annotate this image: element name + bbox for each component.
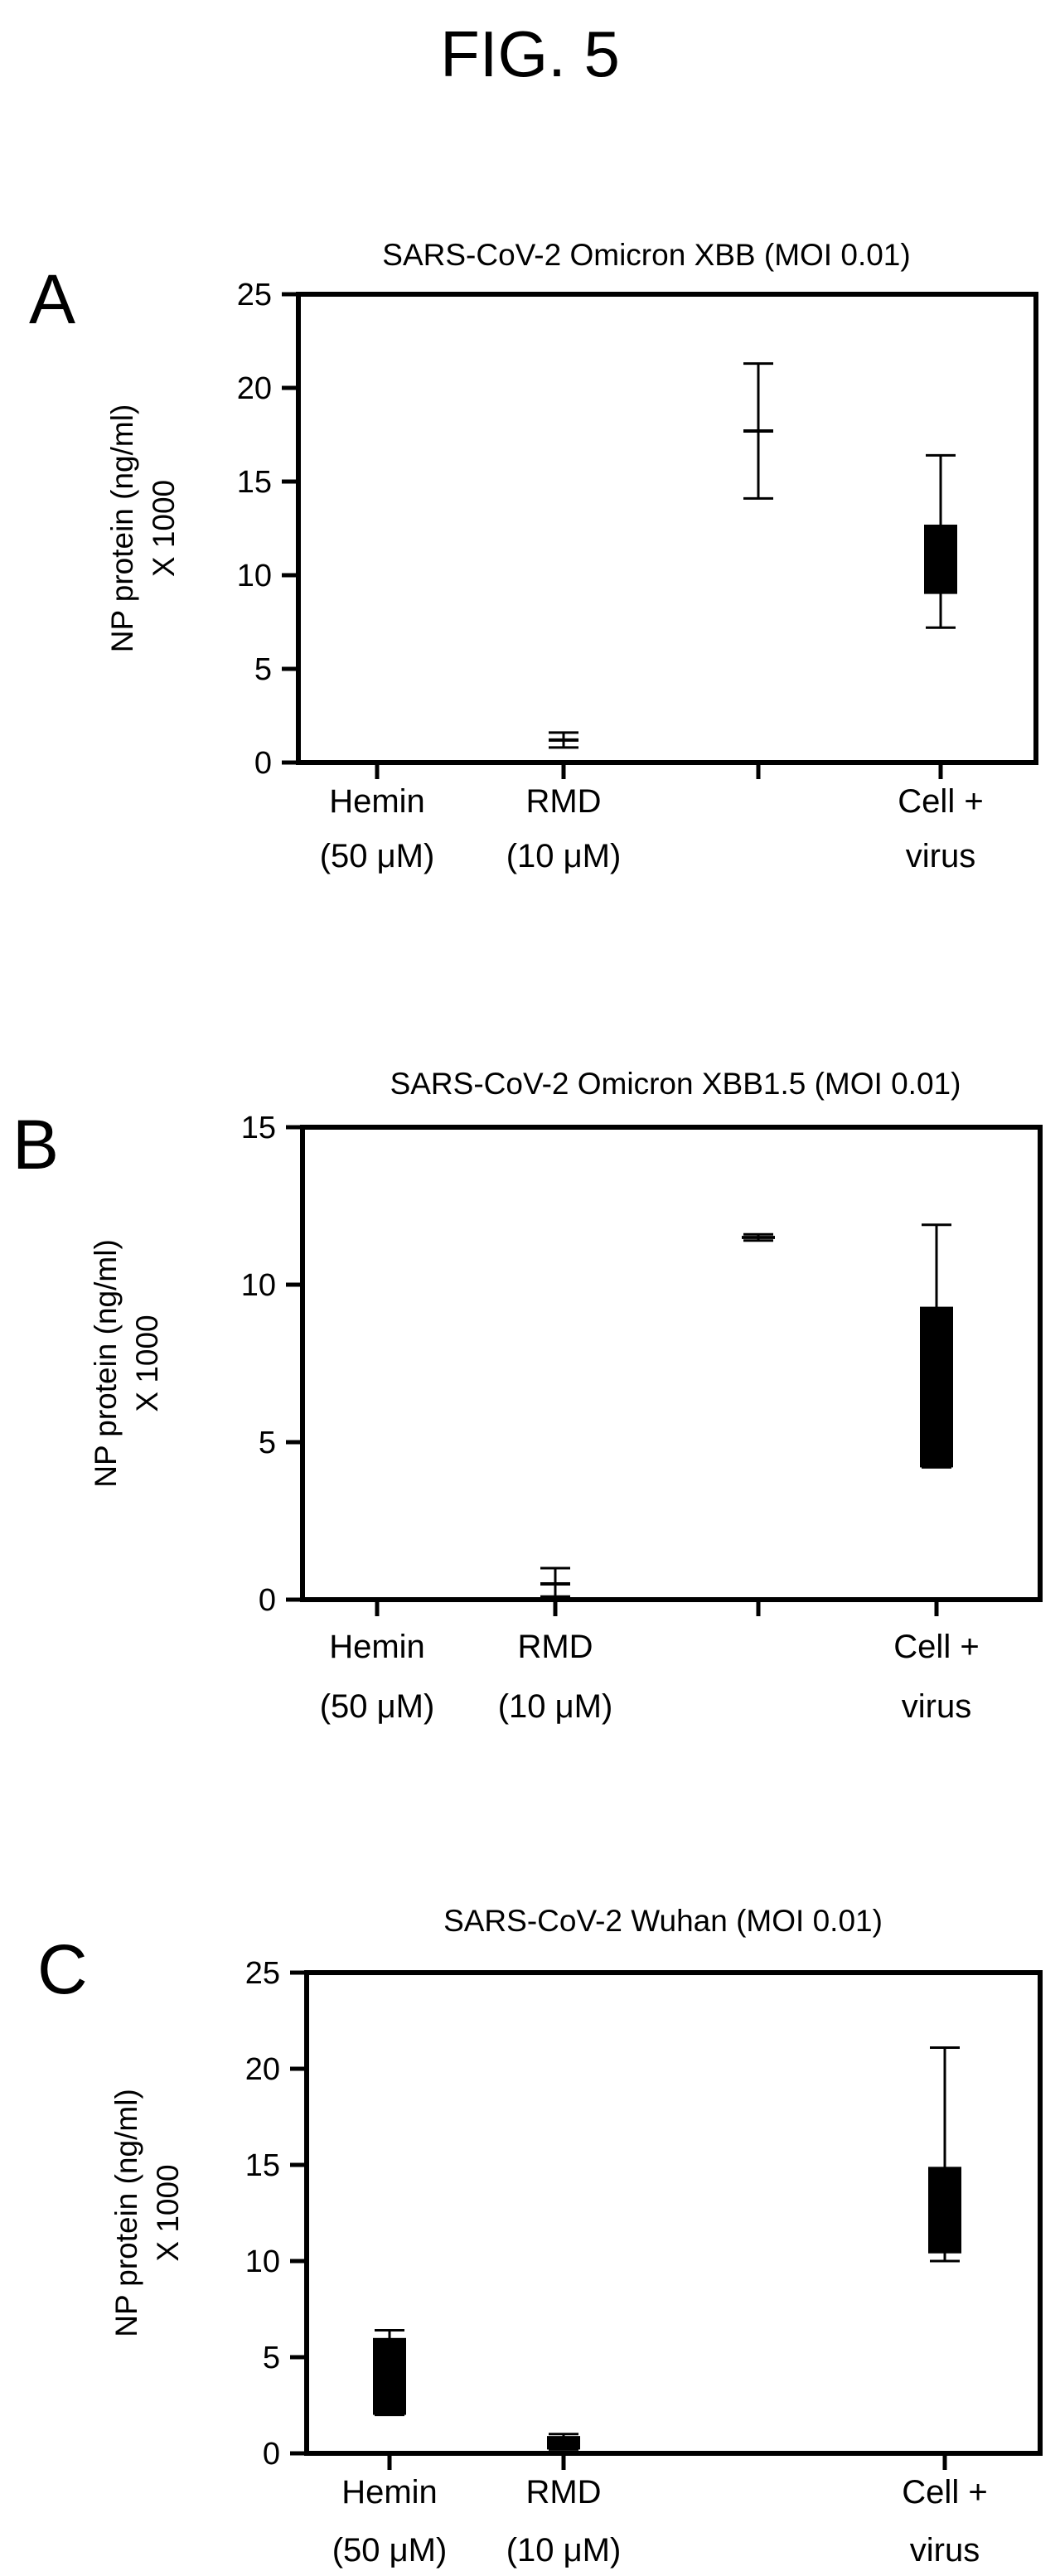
panel-a-y-tick-label: 10 bbox=[237, 559, 272, 593]
panel-c-box bbox=[373, 2337, 406, 2415]
panel-c-title: SARS-CoV-2 Wuhan (MOI 0.01) bbox=[443, 1904, 883, 1938]
panel-c-x-tick-label: Hemin bbox=[341, 2474, 438, 2511]
panel-b-plot-frame bbox=[300, 1125, 1043, 1602]
panel-a-letter: A bbox=[29, 260, 75, 338]
panel-b-letter: B bbox=[12, 1106, 59, 1184]
panel-c-chart: C SARS-CoV-2 Wuhan (MOI 0.01) 0 5 10 15 20 25 NP… bbox=[37, 1904, 1043, 2569]
panel-c-x-tick-label: virus bbox=[910, 2532, 980, 2569]
panel-b-x-tick-label: (10 μM) bbox=[498, 1688, 613, 1725]
panel-a-x-tick-label: RMD bbox=[525, 783, 601, 820]
panel-a-y-tick-label: 15 bbox=[237, 465, 272, 500]
panel-a-y-tick-label: 20 bbox=[237, 371, 272, 406]
panel-c-x-tick-label: Cell + bbox=[902, 2474, 987, 2511]
panel-b-x-tick-label: Hemin bbox=[329, 1629, 425, 1665]
panel-b-y-tick-label: 15 bbox=[241, 1111, 276, 1145]
panel-c-y-tick-label: 10 bbox=[245, 2244, 280, 2279]
panel-b-y-axis-label-line: NP protein (ng/ml) bbox=[89, 1239, 123, 1488]
panel-c-plot-frame bbox=[304, 1970, 1043, 2456]
panel-c-y-axis-label-line: X 1000 bbox=[151, 2164, 185, 2261]
panel-c-x-tick-label: (50 μM) bbox=[332, 2532, 448, 2569]
panel-c-y-tick-label: 0 bbox=[263, 2437, 280, 2472]
panel-b-y-tick-label: 5 bbox=[259, 1426, 276, 1460]
panel-b-y-tick-label: 10 bbox=[241, 1268, 276, 1303]
panel-c-box bbox=[928, 2167, 961, 2254]
panel-c-y-axis-label-line: NP protein (ng/ml) bbox=[109, 2089, 143, 2337]
panel-c-y-tick-label: 15 bbox=[245, 2148, 280, 2183]
panel-a-y-axis-label: NP protein (ng/ml) X 1000 bbox=[105, 404, 181, 653]
panel-c-x-tick-label: (10 μM) bbox=[506, 2532, 622, 2569]
panel-b-box bbox=[920, 1306, 953, 1468]
panel-c-box bbox=[547, 2436, 580, 2450]
panel-c-x-tick-label: RMD bbox=[525, 2474, 601, 2511]
panel-a-plot-frame bbox=[296, 292, 1038, 765]
panel-b-y-tick-label: 0 bbox=[259, 1583, 276, 1618]
panel-b-box bbox=[742, 1236, 775, 1239]
panel-b-chart: B SARS-CoV-2 Omicron XBB1.5 (MOI 0.01) 0 5 1… bbox=[12, 1067, 1043, 1725]
panel-c-y-tick-label: 25 bbox=[245, 1956, 280, 1991]
panel-a-y-tick-label: 25 bbox=[237, 278, 272, 312]
panel-a-title: SARS-CoV-2 Omicron XBB (MOI 0.01) bbox=[382, 238, 910, 272]
panel-b-x-tick-label: RMD bbox=[517, 1629, 593, 1665]
panel-b-y-axis-label-line: X 1000 bbox=[130, 1315, 164, 1411]
panel-a-chart: A SARS-CoV-2 Omicron XBB (MOI 0.01) 0 5 10 15… bbox=[29, 238, 1038, 874]
panel-c-letter: C bbox=[37, 1930, 88, 2008]
panel-a-x-tick-label: Hemin bbox=[329, 783, 425, 820]
panel-a-x-tick-label: Cell + bbox=[898, 783, 983, 820]
panel-a-x-tick-label: (50 μM) bbox=[320, 838, 435, 874]
panel-b-x-tick-label: (50 μM) bbox=[320, 1688, 435, 1725]
panel-b-y-axis-label: NP protein (ng/ml) X 1000 bbox=[89, 1239, 164, 1488]
panel-a-x-tick-label: virus bbox=[906, 838, 975, 874]
panel-c-y-tick-label: 20 bbox=[245, 2052, 280, 2087]
panel-b-x-tick-label: Cell + bbox=[893, 1629, 979, 1665]
panel-a-y-tick-label: 5 bbox=[254, 652, 272, 687]
panel-b-title: SARS-CoV-2 Omicron XBB1.5 (MOI 0.01) bbox=[390, 1067, 961, 1101]
panel-a-x-tick-label: (10 μM) bbox=[506, 838, 622, 874]
panel-c-y-tick-label: 5 bbox=[263, 2341, 280, 2375]
panel-a-box bbox=[924, 524, 957, 594]
panel-a-y-axis-label-line: X 1000 bbox=[147, 480, 181, 577]
panel-a-y-tick-label: 0 bbox=[254, 746, 272, 781]
panel-c-y-axis-label: NP protein (ng/ml) X 1000 bbox=[109, 2089, 185, 2337]
panel-a-y-axis-label-line: NP protein (ng/ml) bbox=[105, 404, 139, 653]
panel-b-x-tick-label: virus bbox=[902, 1688, 971, 1725]
figure-title: FIG. 5 bbox=[440, 17, 620, 90]
